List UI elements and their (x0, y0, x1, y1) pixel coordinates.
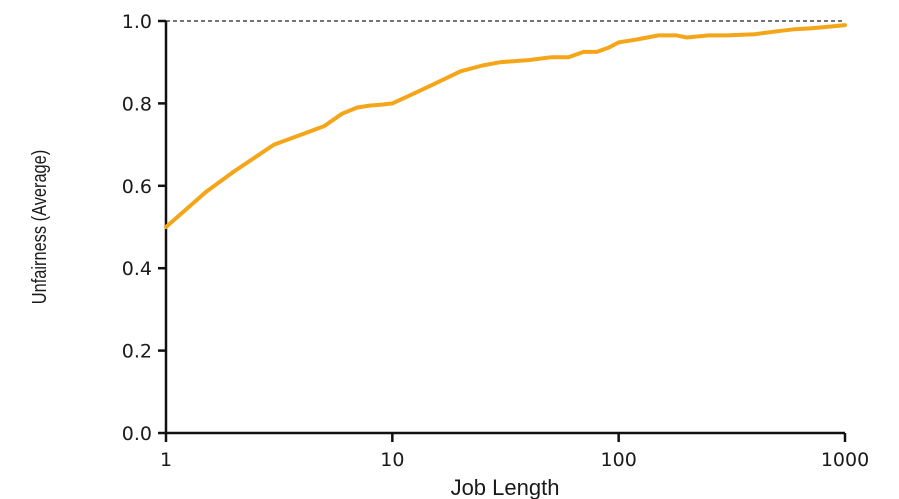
y-axis-title: Unfairness (Average) (27, 150, 50, 304)
y-tick-label: 0.2 (122, 341, 152, 363)
series-line (164, 23, 847, 229)
axes (164, 21, 845, 435)
x-tick-label: 1 (160, 449, 172, 471)
x-tick-label: 10 (380, 449, 404, 471)
x-axis-title: Job Length (451, 475, 560, 499)
y-tick-label: 1.0 (122, 11, 152, 33)
x-tick-label: 100 (601, 449, 637, 471)
y-tick-label: 0.6 (122, 176, 152, 198)
y-tick-label: 0.0 (122, 423, 152, 445)
series-layer (164, 23, 847, 229)
y-tick-label: 0.8 (122, 93, 152, 115)
tick-marks-and-labels: 0.0 0.2 0.4 0.6 0.8 1.0 1 10 100 1000 (122, 11, 869, 471)
y-tick-label: 0.4 (122, 258, 152, 280)
x-tick-label: 1000 (821, 449, 869, 471)
